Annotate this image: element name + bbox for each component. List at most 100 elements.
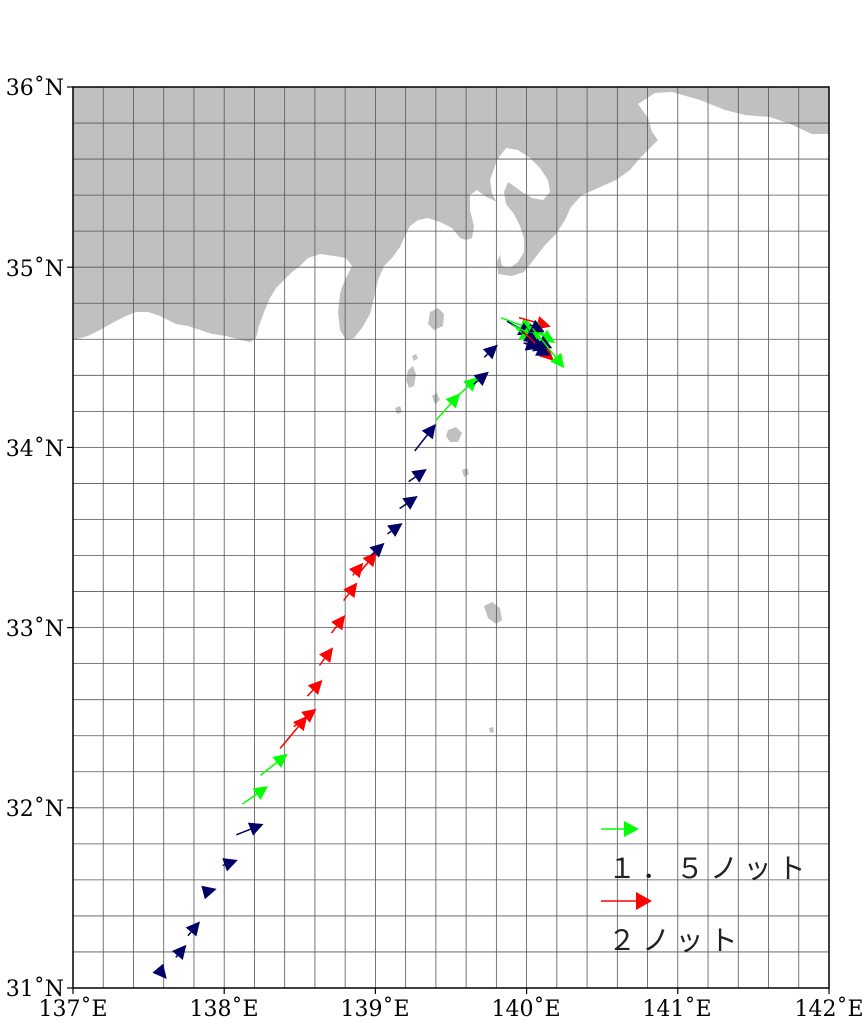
vector-shaft — [458, 386, 469, 396]
drift-vector-green — [532, 327, 565, 369]
legend-swatch-green-arrow — [601, 821, 639, 837]
drift-vector-navy — [532, 338, 548, 352]
vector-shaft — [330, 625, 338, 634]
lon-tick-label-138: 138˚E — [189, 995, 258, 1022]
legend-swatch-red-arrow — [601, 892, 652, 910]
vector-shaft — [279, 726, 299, 749]
drift-vector-green — [260, 753, 288, 776]
drift-vector-navy — [482, 344, 498, 360]
vector-shaft — [175, 954, 178, 958]
vector-shaft — [352, 572, 355, 576]
vector-head — [445, 393, 461, 409]
vector-head — [550, 352, 565, 369]
drift-vector-navy — [222, 858, 238, 872]
vector-shaft — [529, 324, 533, 327]
drift-vector-navy — [408, 469, 427, 483]
drift-vector-green — [241, 786, 269, 805]
honshu-coast-land — [73, 87, 829, 342]
vector-head — [463, 377, 479, 392]
vector-head — [301, 708, 317, 723]
vector-shaft — [306, 689, 314, 697]
vector-head — [331, 614, 346, 631]
drift-vector-red — [348, 562, 364, 578]
drift-vector-red — [359, 551, 377, 573]
legend: １．５ノット ２ノット — [601, 821, 805, 957]
vector-head — [222, 858, 238, 872]
vector-head — [482, 344, 498, 360]
vector-shaft — [387, 530, 392, 535]
drift-vector-red — [293, 708, 317, 728]
drift-vector-navy — [201, 885, 217, 900]
vector-shaft — [523, 342, 528, 345]
lat-lon-grid — [73, 87, 829, 988]
vector-shaft — [359, 562, 369, 573]
vector-head — [319, 647, 334, 663]
drift-vector-navy — [152, 963, 167, 979]
vector-head — [473, 371, 489, 387]
lon-tick-label-137: 137˚E — [38, 995, 107, 1022]
vector-shaft — [318, 658, 326, 666]
vector-shaft — [435, 403, 452, 421]
lat-tick-label-34: 34˚N — [6, 435, 64, 462]
land-masses — [73, 87, 829, 733]
drift-vector-red — [330, 614, 346, 634]
lon-tick-label-142: 142˚E — [794, 995, 863, 1022]
vector-shaft — [500, 316, 522, 327]
tokyo-bay-water — [490, 148, 550, 268]
vector-shaft — [241, 793, 258, 805]
shikinejima — [395, 406, 402, 414]
vector-shaft — [532, 327, 557, 358]
map-frame — [72, 86, 830, 989]
mikurajima — [462, 468, 469, 477]
niijima — [406, 366, 416, 388]
drift-vector-navy — [369, 542, 385, 558]
vector-head — [421, 423, 436, 440]
vector-shaft — [515, 327, 524, 334]
vector-shaft — [187, 931, 192, 937]
legend-label-red: ２ノット — [608, 924, 743, 957]
drift-vector-red — [343, 582, 358, 602]
lon-tick-label-141: 141˚E — [642, 995, 711, 1022]
suruga-bay-water — [324, 262, 344, 322]
drift-vector-navy — [236, 822, 264, 836]
lat-tick-label-33: 33˚N — [6, 615, 64, 642]
drift-vector-navy — [172, 944, 187, 960]
drift-vector-red — [318, 647, 334, 666]
drift-vectors — [152, 316, 565, 979]
vector-head — [152, 963, 167, 979]
vector-head — [272, 753, 288, 768]
vector-shaft — [343, 593, 350, 602]
vector-head — [247, 822, 264, 836]
lat-tick-label-31: 31˚N — [6, 975, 64, 1002]
vector-head — [348, 562, 364, 578]
drift-vector-green — [435, 393, 461, 421]
vector-head — [185, 921, 201, 937]
drift-vector-navy — [185, 921, 201, 937]
vector-head — [252, 786, 269, 800]
vector-shaft — [370, 551, 375, 557]
axis-tick-marks — [67, 86, 830, 994]
vector-head — [369, 542, 385, 558]
vector-shaft — [408, 476, 416, 483]
lon-tick-label-139: 139˚E — [340, 995, 409, 1022]
drift-vector-green — [458, 377, 479, 396]
vector-shaft — [399, 503, 407, 510]
drift-vector-red — [306, 679, 323, 697]
lon-tick-label-140: 140˚E — [491, 995, 560, 1022]
aogashima — [489, 727, 494, 733]
vector-shaft — [260, 761, 278, 776]
vector-shaft — [473, 380, 479, 385]
drift-vector-navy — [399, 496, 418, 510]
drift-vector-navy — [414, 423, 436, 452]
lat-tick-label-32: 32˚N — [6, 795, 64, 822]
toshima — [412, 354, 418, 361]
vector-shaft — [222, 864, 225, 867]
drift-vector-navy — [473, 371, 489, 387]
vector-head — [387, 523, 403, 537]
vector-head — [532, 338, 548, 352]
miyakejima — [446, 427, 462, 442]
vector-shaft — [236, 828, 251, 836]
vector-shaft — [293, 716, 306, 728]
vector-head — [307, 679, 323, 695]
